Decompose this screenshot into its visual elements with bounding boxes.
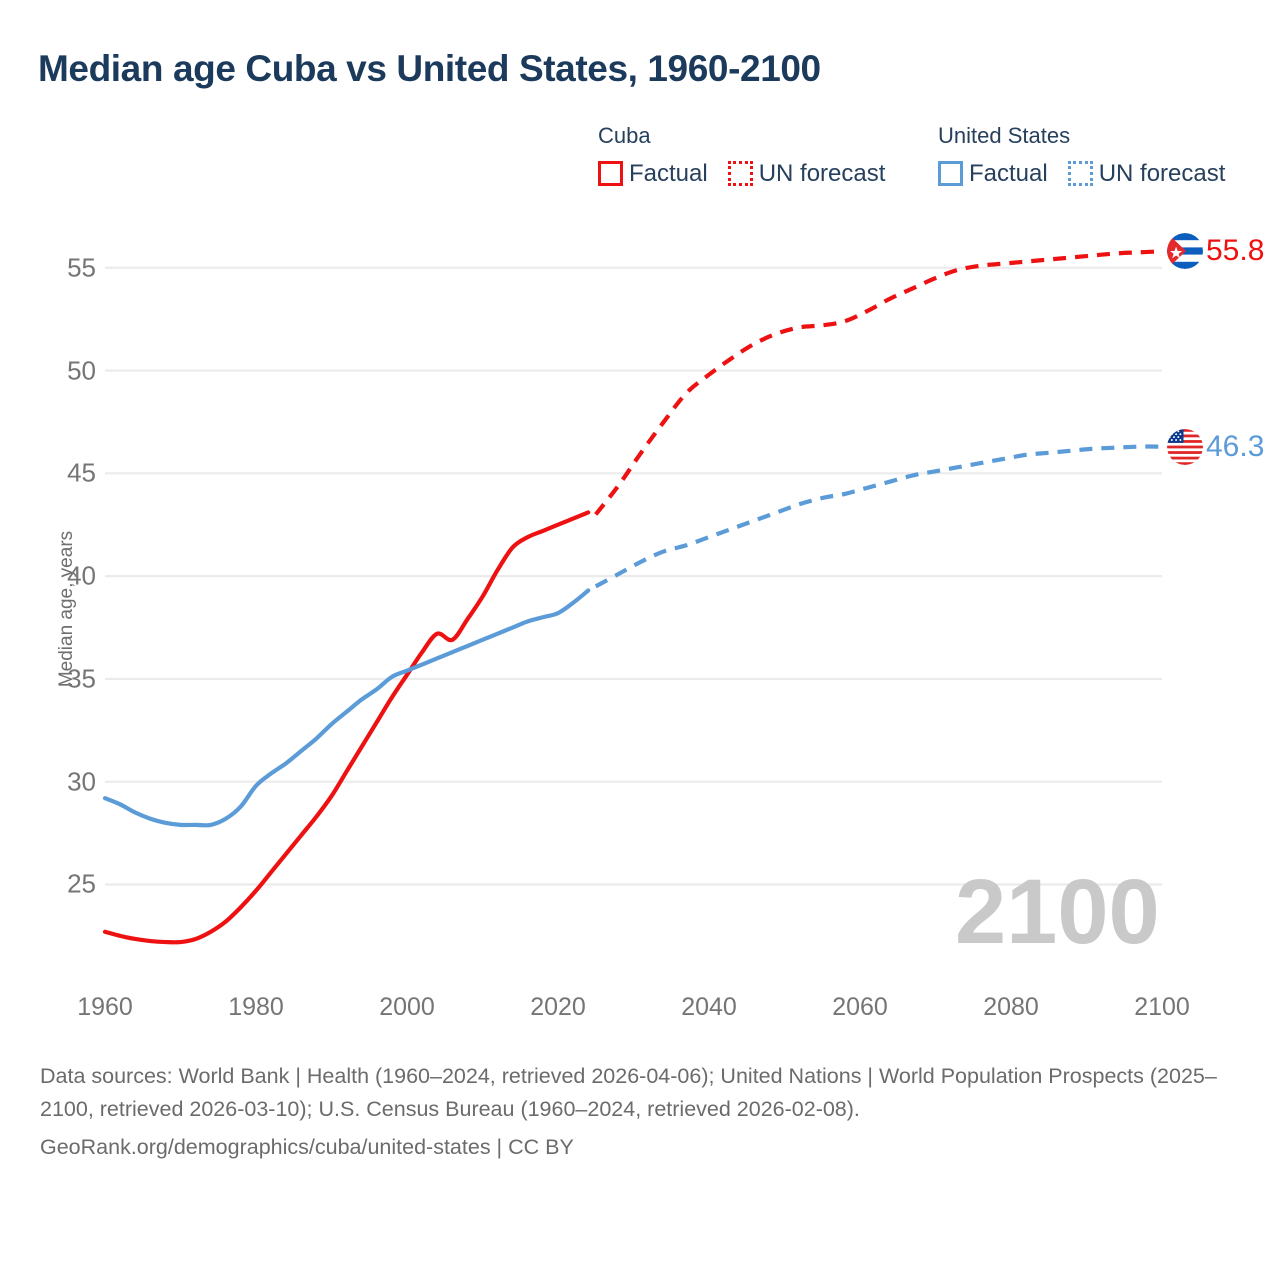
legend-heading-cuba: Cuba (598, 123, 651, 148)
x-axis-ticks: 1960 1980 2000 2020 2040 2060 2080 2100 (0, 993, 1280, 1027)
y-axis-tick-label: 50 (67, 355, 96, 386)
x-axis-tick-label: 2060 (832, 993, 888, 1021)
page-title: Median age Cuba vs United States, 1960-2… (38, 48, 821, 89)
end-value-cuba: 55.8 (1206, 234, 1265, 268)
x-axis-tick-label: 2020 (530, 993, 586, 1021)
legend-item-usa-factual[interactable]: Factual (938, 161, 1048, 186)
y-axis-tick-label: 40 (67, 560, 96, 591)
watermark-year: 2100 (955, 861, 1160, 963)
y-axis-tick-label: 30 (67, 766, 96, 797)
legend-group-cuba: Cuba Factual UN forecast (598, 123, 885, 186)
cuba-flag-icon (1167, 233, 1203, 270)
legend-label-usa-forecast: UN forecast (1098, 160, 1226, 187)
series-line-factual-united-states (102, 588, 591, 828)
x-axis-tick-label: 2000 (379, 993, 435, 1021)
series-line-forecast-united-states (594, 444, 1163, 589)
footer-link[interactable]: GeoRank.org/demographics/cuba/united-sta… (40, 1135, 574, 1159)
footer-data-sources: Data sources: World Bank | Health (1960–… (40, 1064, 1217, 1121)
legend-item-cuba-forecast[interactable]: UN forecast (727, 160, 886, 187)
x-axis-tick-label: 2040 (681, 993, 737, 1021)
x-axis-tick-label: 2080 (983, 993, 1039, 1021)
legend-heading-united-states: United States (938, 123, 1071, 148)
series-line-forecast-cuba (594, 249, 1163, 516)
legend-group-united-states: United States Factual UN forecast (938, 123, 1225, 186)
legend-item-cuba-factual[interactable]: Factual (598, 161, 708, 186)
legend-label-usa-factual: Factual (969, 160, 1048, 187)
legend-label-cuba-factual: Factual (629, 160, 708, 187)
x-axis-tick-label: 1980 (228, 993, 284, 1021)
y-axis-tick-label: 25 (67, 868, 96, 899)
y-axis-tick-label: 55 (67, 252, 96, 283)
chart-legend: Cuba Factual UN forecast United States F… (598, 123, 1258, 203)
x-axis-tick-label: 1960 (77, 993, 133, 1021)
legend-swatch-dotted-icon (1067, 161, 1093, 186)
y-axis-tick-label: 35 (67, 663, 96, 694)
legend-swatch-solid-icon (598, 161, 623, 186)
usa-flag-icon (1167, 428, 1203, 465)
end-label-cuba: 55.8 (1167, 233, 1265, 270)
footer: Data sources: World Bank | Health (1960–… (40, 1060, 1240, 1164)
legend-label-cuba-forecast: UN forecast (758, 160, 886, 187)
legend-swatch-solid-icon (938, 161, 963, 186)
legend-item-usa-forecast[interactable]: UN forecast (1067, 160, 1226, 187)
y-axis-ticks: 25 30 35 40 45 50 55 (28, 0, 96, 1280)
y-axis-tick-label: 45 (67, 457, 96, 488)
legend-swatch-dotted-icon (727, 161, 753, 186)
series-line-factual-cuba (102, 510, 591, 945)
end-label-united-states: 46.3 (1167, 428, 1265, 465)
x-axis-tick-label: 2100 (1134, 993, 1190, 1021)
end-value-united-states: 46.3 (1206, 429, 1265, 463)
